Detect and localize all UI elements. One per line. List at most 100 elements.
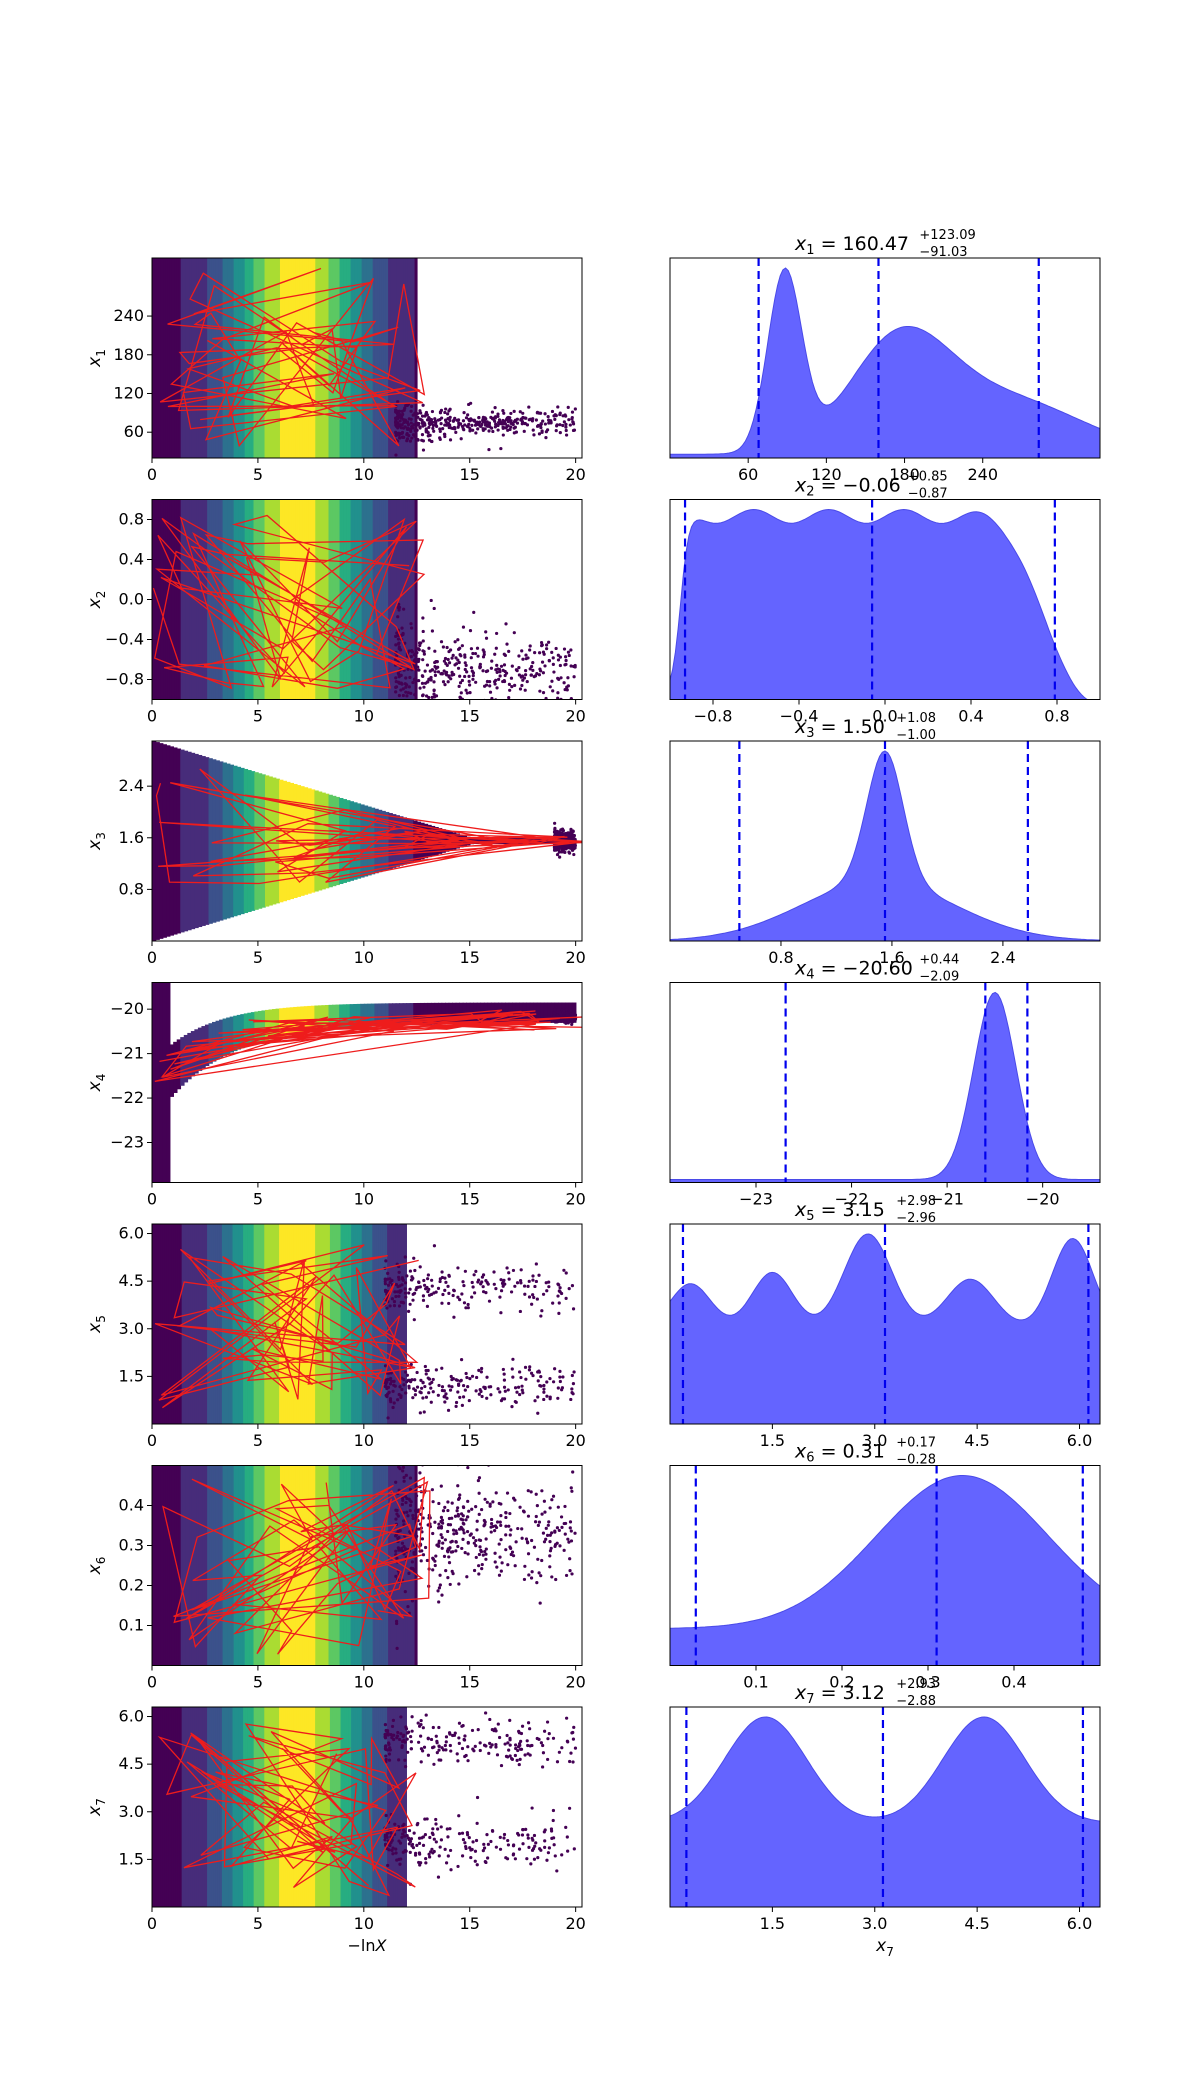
- sample-point: [529, 1862, 533, 1866]
- sample-point: [416, 665, 420, 669]
- sample-band: [412, 258, 416, 458]
- sample-point: [405, 683, 409, 687]
- sample-point: [470, 1728, 475, 1733]
- sample-point: [540, 429, 544, 433]
- sample-band: [282, 1465, 286, 1666]
- sample-point: [385, 1831, 390, 1835]
- sample-point: [444, 1735, 449, 1739]
- sample-band: [372, 258, 376, 458]
- sample-point: [540, 1558, 544, 1563]
- sample-band: [353, 1224, 357, 1424]
- sample-point: [405, 709, 408, 712]
- sample-point: [462, 1738, 467, 1742]
- sample-point: [392, 1401, 396, 1405]
- sample-point: [571, 1760, 575, 1764]
- sample-point: [572, 845, 576, 850]
- sample-point: [384, 1754, 388, 1758]
- sample-point: [573, 1746, 578, 1750]
- sample-band: [198, 499, 202, 700]
- sample-band: [337, 499, 341, 700]
- sample-point: [448, 1827, 452, 1831]
- sample-point: [447, 713, 450, 716]
- sample-point: [542, 1390, 546, 1394]
- sample-band: [245, 1224, 249, 1424]
- x-tick-label: 5: [253, 1431, 263, 1450]
- sample-band: [293, 1465, 297, 1666]
- posterior-density: [670, 267, 1100, 458]
- sample-band: [351, 1707, 355, 1907]
- sample-band: [230, 1224, 234, 1424]
- sample-point: [512, 1843, 516, 1847]
- sample-band: [249, 499, 253, 700]
- sample-point: [466, 413, 470, 417]
- sample-point: [456, 638, 460, 642]
- sample-band: [306, 1224, 310, 1424]
- sample-point: [433, 1563, 437, 1568]
- sample-point: [397, 645, 401, 649]
- sample-band: [176, 748, 182, 934]
- sample-point: [452, 1315, 456, 1319]
- sample-point: [486, 1282, 490, 1286]
- sample-band: [383, 499, 387, 700]
- sample-point: [537, 673, 541, 677]
- sample-point: [444, 1748, 448, 1752]
- sample-point: [472, 610, 476, 614]
- sample-point: [406, 1750, 410, 1754]
- x-tick-label: 10: [354, 1190, 374, 1209]
- sample-band: [289, 1707, 293, 1907]
- sample-point: [546, 714, 549, 717]
- sample-band: [388, 258, 392, 458]
- sample-point: [422, 421, 426, 425]
- sample-point: [415, 412, 420, 416]
- sample-point: [428, 1835, 432, 1840]
- sample-point: [522, 429, 526, 433]
- sample-band: [188, 1707, 191, 1907]
- trace-panel-7: 0 5 10 15 201.53.04.56.0x7−lnX: [85, 1706, 586, 1955]
- sample-point: [569, 829, 573, 834]
- sample-band: [361, 1465, 365, 1666]
- sample-point: [515, 1758, 519, 1762]
- x-tick-label: 0: [147, 948, 157, 967]
- sample-band: [448, 1002, 453, 1024]
- sample-band: [201, 756, 206, 926]
- sample-point: [388, 1277, 392, 1281]
- sample-point: [417, 1860, 421, 1865]
- sample-point: [401, 1465, 405, 1469]
- sample-point: [449, 1374, 453, 1379]
- x-tick-label: 4.5: [964, 1914, 989, 1933]
- sample-point: [408, 1509, 412, 1513]
- sample-point: [426, 1737, 430, 1741]
- sample-point: [514, 1540, 518, 1544]
- sample-point: [523, 1753, 527, 1757]
- sample-point: [551, 656, 555, 660]
- sample-band: [183, 750, 189, 932]
- sample-point: [541, 691, 546, 695]
- sample-band: [374, 258, 378, 458]
- sample-point: [572, 837, 577, 841]
- sample-point: [398, 700, 401, 703]
- sample-band: [183, 1224, 187, 1424]
- sample-point: [387, 1390, 391, 1394]
- sample-point: [523, 1564, 527, 1568]
- sample-point: [477, 1538, 481, 1542]
- sample-band: [293, 499, 297, 700]
- sample-band: [187, 751, 192, 931]
- sample-point: [562, 846, 567, 850]
- sample-point: [426, 1368, 430, 1373]
- sample-point: [388, 1746, 392, 1750]
- sample-band: [218, 258, 222, 458]
- sample-band: [233, 1015, 238, 1052]
- sample-band: [385, 1707, 388, 1907]
- sample-point: [394, 430, 398, 434]
- sample-point: [556, 658, 561, 662]
- sample-point: [409, 409, 413, 413]
- sample-point: [441, 1509, 446, 1513]
- sample-point: [425, 1304, 430, 1308]
- sample-point: [432, 692, 436, 696]
- sample-point: [421, 629, 425, 634]
- sample-band: [266, 258, 270, 458]
- sample-band: [399, 258, 403, 458]
- sample-point: [466, 1499, 470, 1503]
- sample-band: [226, 1017, 231, 1055]
- sample-point: [501, 433, 505, 437]
